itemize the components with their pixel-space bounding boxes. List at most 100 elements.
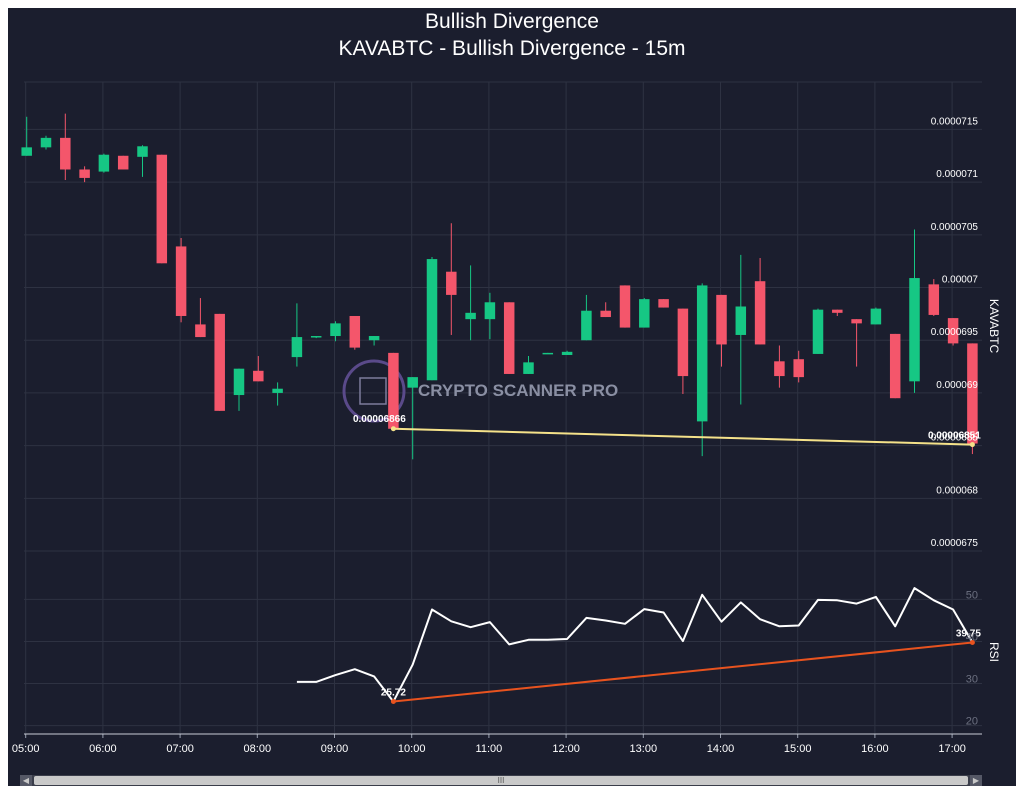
candle-body <box>272 388 283 393</box>
candle <box>98 153 110 173</box>
candle <box>658 299 669 308</box>
candle <box>446 223 457 335</box>
scroll-right-arrow-icon[interactable]: ▶ <box>970 775 982 786</box>
time-tick-label: 16:00 <box>861 743 889 755</box>
candle-body <box>639 299 650 328</box>
candle-body <box>774 361 785 377</box>
price-tick-label: 0.000071 <box>936 169 978 180</box>
rsi-tick-label: 40 <box>966 631 978 643</box>
candle-body <box>446 271 457 295</box>
candle <box>889 333 901 399</box>
candle <box>832 309 843 316</box>
candle <box>175 237 187 323</box>
candle-body <box>696 285 708 422</box>
scroll-thumb[interactable]: III <box>34 776 968 785</box>
chart-title: Bullish Divergence <box>425 10 599 33</box>
candle-body <box>137 146 148 157</box>
candle-body <box>619 285 631 328</box>
rsi-axis-title: RSI <box>987 642 1001 662</box>
candle-body <box>388 352 399 429</box>
candle-body <box>349 315 361 348</box>
time-tick-label: 12:00 <box>552 743 580 755</box>
price-divergence-start-label: 0.00006866 <box>353 414 406 425</box>
candle <box>812 308 824 354</box>
candle-body <box>735 306 747 335</box>
scroll-left-arrow-icon[interactable]: ◀ <box>20 775 32 786</box>
candle <box>947 318 959 346</box>
candle-body <box>658 299 669 308</box>
rsi-divergence-end-label: 39.75 <box>956 629 981 640</box>
price-axis-title: KAVABTC <box>987 299 1001 354</box>
candle <box>407 377 418 460</box>
candle-body <box>407 377 418 388</box>
candle-body <box>60 137 71 170</box>
candle-body <box>600 310 611 318</box>
price-tick-label: 0.000068 <box>936 485 978 496</box>
candle <box>793 350 804 383</box>
candle <box>214 313 225 411</box>
time-tick-label: 05:00 <box>12 743 40 755</box>
candle-body <box>40 137 52 148</box>
candle <box>291 303 303 367</box>
chart-frame: Bullish Divergence KAVABTC - Bullish Div… <box>8 8 1016 786</box>
rsi-tick-label: 20 <box>966 716 978 728</box>
candle-body <box>947 318 959 344</box>
candle-body <box>503 302 515 374</box>
chart-svg: CRYPTO SCANNER PRO 0.000068660.00006851 … <box>12 81 1001 755</box>
time-tick-label: 15:00 <box>784 743 812 755</box>
rsi-divergence-start-marker <box>390 699 396 705</box>
candle <box>716 294 727 367</box>
price-tick-label: 0.0000685 <box>931 433 979 444</box>
candle <box>272 382 283 406</box>
time-tick-label: 14:00 <box>707 743 735 755</box>
price-tick-label: 0.0000705 <box>931 222 979 233</box>
price-tick-label: 0.0000715 <box>931 116 979 127</box>
watermark-text: CRYPTO SCANNER PRO <box>418 381 618 400</box>
candle <box>156 154 168 264</box>
time-tick-label: 11:00 <box>476 743 503 755</box>
candle <box>21 116 32 156</box>
candle <box>619 285 631 328</box>
candle <box>349 315 361 350</box>
time-tick-label: 13:00 <box>630 743 658 755</box>
candle <box>484 292 496 340</box>
time-tick-label: 09:00 <box>321 743 349 755</box>
time-tick-label: 07:00 <box>166 743 194 755</box>
candle-body <box>889 333 901 399</box>
candle-body <box>870 308 882 325</box>
candle-body <box>812 309 824 354</box>
candle <box>233 368 245 411</box>
time-tick-label: 08:00 <box>244 743 272 755</box>
candle <box>851 319 862 367</box>
candle <box>388 352 399 429</box>
watermark-qr-icon <box>359 377 387 405</box>
candle-body <box>523 362 534 374</box>
candle <box>503 302 515 374</box>
candle-body <box>98 154 110 172</box>
rsi-divergence-end-marker <box>969 640 975 646</box>
candle-body <box>426 259 438 381</box>
rsi-line <box>296 587 974 703</box>
candle <box>117 155 129 170</box>
watermark-logo-icon <box>342 359 406 423</box>
candle <box>928 279 940 316</box>
candle <box>195 298 206 338</box>
candle <box>909 229 920 393</box>
candle-body <box>253 370 264 382</box>
candle-body <box>716 294 727 345</box>
price-tick-label: 0.00007 <box>942 275 979 286</box>
candle-body <box>195 324 206 338</box>
price-divergence-line <box>393 427 973 446</box>
candle <box>870 307 882 325</box>
time-scrollbar[interactable]: ◀ III ▶ <box>20 775 982 786</box>
grid <box>24 81 982 734</box>
candle-body <box>117 155 129 170</box>
candle-body <box>233 368 245 396</box>
candles: 0.00006866 0.00006851 <box>21 113 981 460</box>
candle-body <box>677 308 689 377</box>
price-tick-label: 0.0000675 <box>931 538 979 549</box>
candle-body <box>928 284 940 315</box>
candle-body <box>156 154 168 264</box>
candle-body <box>754 281 766 345</box>
candle <box>310 336 322 339</box>
